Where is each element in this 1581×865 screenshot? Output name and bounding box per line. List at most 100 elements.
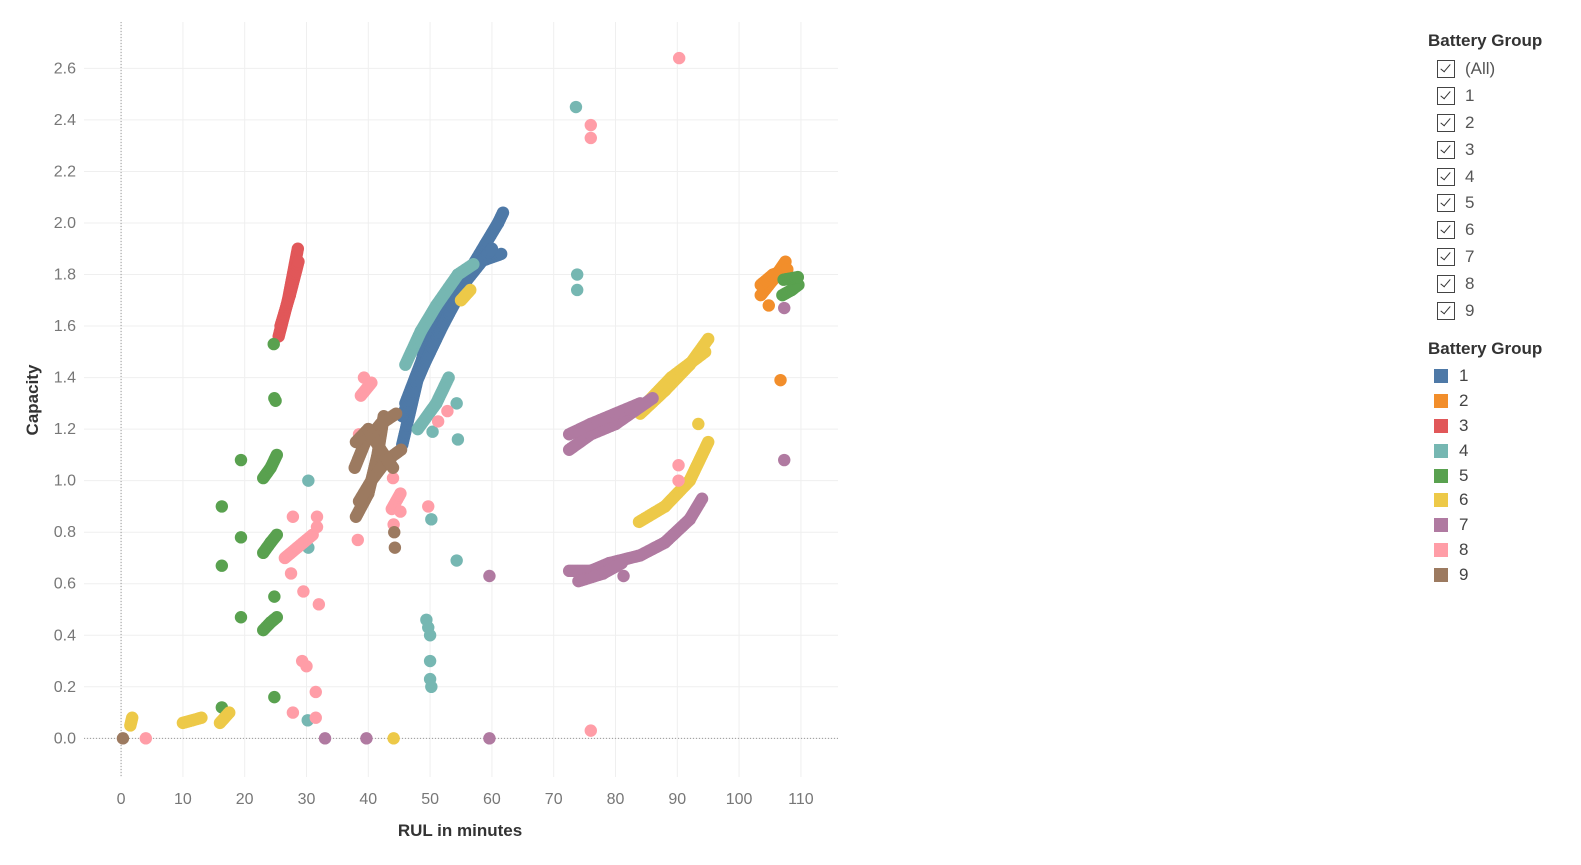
series-group [116,407,408,745]
legend-swatch [1434,394,1448,409]
data-point [270,448,284,462]
data-point [778,453,791,467]
x-tick-label: 50 [421,791,439,808]
data-point [422,500,435,513]
checkbox[interactable] [1437,87,1455,106]
data-point [634,397,647,410]
data-point [672,474,685,487]
data-point [291,242,305,255]
legend-swatch [1434,468,1448,483]
series-group [318,301,791,745]
x-axis-title: RUL in minutes [398,821,522,840]
data-point [309,685,322,699]
data-point [388,541,402,554]
legend-swatch [1434,567,1448,582]
data-point [692,417,705,431]
legend-item-label: 1 [1459,366,1469,386]
data-point [646,392,659,405]
checkbox[interactable] [1437,167,1455,186]
data-point [318,732,332,745]
filter-item[interactable]: 3 [1428,136,1578,163]
filter-item[interactable]: 6 [1428,217,1578,244]
data-point [485,242,499,255]
legend-item: 9 [1428,562,1578,587]
data-point [195,711,208,724]
data-point [450,554,463,567]
scatter-plot-svg: 0 10 20 30 40 50 60 70 80 90 100 110 0.0 0.2 0.4 0.6 0.8… [23,22,838,840]
data-point [268,690,281,704]
y-tick-label: 2.4 [54,112,76,129]
checkbox[interactable] [1437,113,1455,132]
data-point [116,732,130,745]
legend-item: 5 [1428,463,1578,488]
checkbox[interactable] [1437,221,1455,240]
y-tick-label: 0.6 [54,576,76,593]
legend-swatch [1434,493,1448,508]
data-point [351,533,364,547]
checkbox[interactable] [1437,274,1455,293]
data-point [570,268,584,281]
x-tick-label: 110 [788,791,814,808]
data-point [310,510,324,523]
filter-item[interactable]: 2 [1428,110,1578,137]
legend-item-label: 9 [1459,564,1469,584]
legend-item-label: 2 [1459,391,1469,411]
checkbox[interactable] [1437,301,1455,320]
data-point [394,505,407,518]
series-group [301,100,584,727]
data-point [310,520,324,534]
data-point [286,706,300,719]
data-point [496,206,510,219]
data-point [300,659,313,673]
series-group [215,270,805,714]
data-point [215,559,229,572]
checkbox[interactable] [1437,247,1455,266]
y-tick-label: 2.2 [54,163,76,180]
data-point [139,732,153,745]
data-point [312,598,326,611]
x-tick-label: 30 [298,791,316,808]
filter-item[interactable]: 7 [1428,244,1578,271]
checkbox[interactable] [1437,60,1455,79]
legend-item: 3 [1428,414,1578,439]
filter-item[interactable]: 1 [1428,83,1578,110]
data-point [431,415,445,428]
legend-item-label: 4 [1459,440,1469,460]
legend-swatch [1434,418,1448,433]
y-tick-label: 1.4 [54,370,76,387]
x-tick-label: 70 [545,791,563,808]
y-axis-title: Capacity [23,364,42,435]
checkbox[interactable] [1437,194,1455,213]
filter-item-label: 5 [1465,193,1475,213]
x-tick-label: 100 [726,791,753,808]
data-point [584,118,597,132]
filter-item-label: 6 [1465,220,1475,240]
data-point [584,131,597,145]
legend-item-label: 8 [1459,539,1469,559]
legend-swatch [1434,542,1448,557]
x-tick-label: 0 [117,791,126,808]
data-point [423,629,437,642]
filter-item[interactable]: (All) [1428,56,1578,83]
data-point [394,487,407,500]
data-point [386,461,400,474]
filter-item[interactable]: 8 [1428,270,1578,297]
data-point [494,247,508,261]
legend-item: 1 [1428,364,1578,389]
filter-item[interactable]: 9 [1428,297,1578,324]
data-point [270,528,284,541]
data-point [702,332,715,346]
filter-item-label: 8 [1465,273,1475,293]
checkbox[interactable] [1437,140,1455,159]
filter-title: Battery Group [1428,31,1543,50]
x-tick-label: 40 [359,791,377,808]
filter-item[interactable]: 5 [1428,190,1578,217]
data-point [215,500,229,513]
filter-item-label: 3 [1465,139,1475,159]
data-point [234,531,248,544]
data-point [702,435,715,449]
filter-item[interactable]: 4 [1428,163,1578,190]
legend-swatch [1434,369,1448,384]
data-point [425,680,438,694]
data-point [234,611,248,624]
